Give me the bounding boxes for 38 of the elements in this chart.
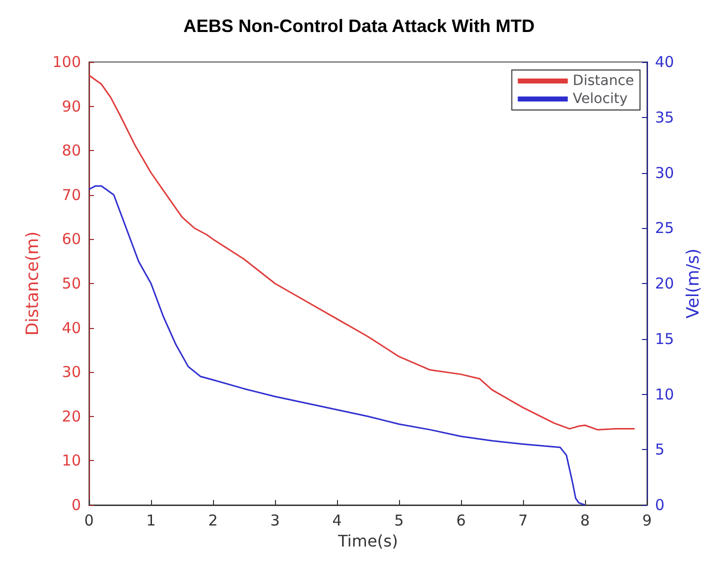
line-series (88, 185, 586, 506)
y-tick-label: 30 (62, 363, 81, 382)
y-tick-label: 60 (62, 230, 81, 248)
y2-tick-label: 30 (655, 164, 674, 182)
y-tick-label: 10 (62, 452, 81, 470)
y-tick-label: 0 (71, 496, 81, 514)
x-tick-label: 8 (580, 512, 590, 530)
y-tick-label: 40 (62, 318, 81, 337)
y-tick-label: 50 (62, 274, 81, 292)
legend-label: Distance (572, 73, 634, 89)
line-series (88, 74, 636, 430)
y-tick-label: 80 (62, 142, 81, 160)
y-axis-title: Distance(m) (22, 231, 43, 336)
y2-tick-label: 35 (655, 108, 674, 126)
y2-tick-label: 20 (655, 274, 674, 292)
x-tick-label: 6 (456, 512, 466, 530)
x-tick-label: 1 (146, 512, 156, 530)
x-tick-label: 3 (270, 512, 280, 530)
x-tick-label: 2 (208, 512, 218, 530)
y2-tick-label: 5 (655, 440, 665, 459)
y2-tick-label: 15 (655, 330, 674, 348)
x-tick-label: 4 (332, 512, 342, 530)
legend-label: Velocity (572, 91, 628, 107)
x-tick-label: 9 (642, 512, 652, 530)
x-tick-label: 7 (518, 512, 528, 530)
y2-tick-label: 0 (655, 496, 665, 514)
x-axis-title: Time(s) (337, 532, 398, 550)
y-tick-label: 90 (62, 97, 81, 116)
y2-tick-label: 40 (655, 53, 674, 71)
chart-title: AEBS Non-Control Data Attack With MTD (183, 16, 535, 36)
y-tick-label: 70 (62, 186, 81, 204)
y2-tick-label: 10 (655, 385, 674, 404)
y-tick-label: 20 (62, 407, 81, 426)
x-tick-label: 5 (394, 512, 404, 530)
y-tick-label: 100 (52, 53, 81, 71)
y2-axis-title: Vel(m/s) (684, 248, 704, 318)
y2-tick-label: 25 (655, 219, 674, 238)
x-tick-label: 0 (84, 512, 94, 530)
